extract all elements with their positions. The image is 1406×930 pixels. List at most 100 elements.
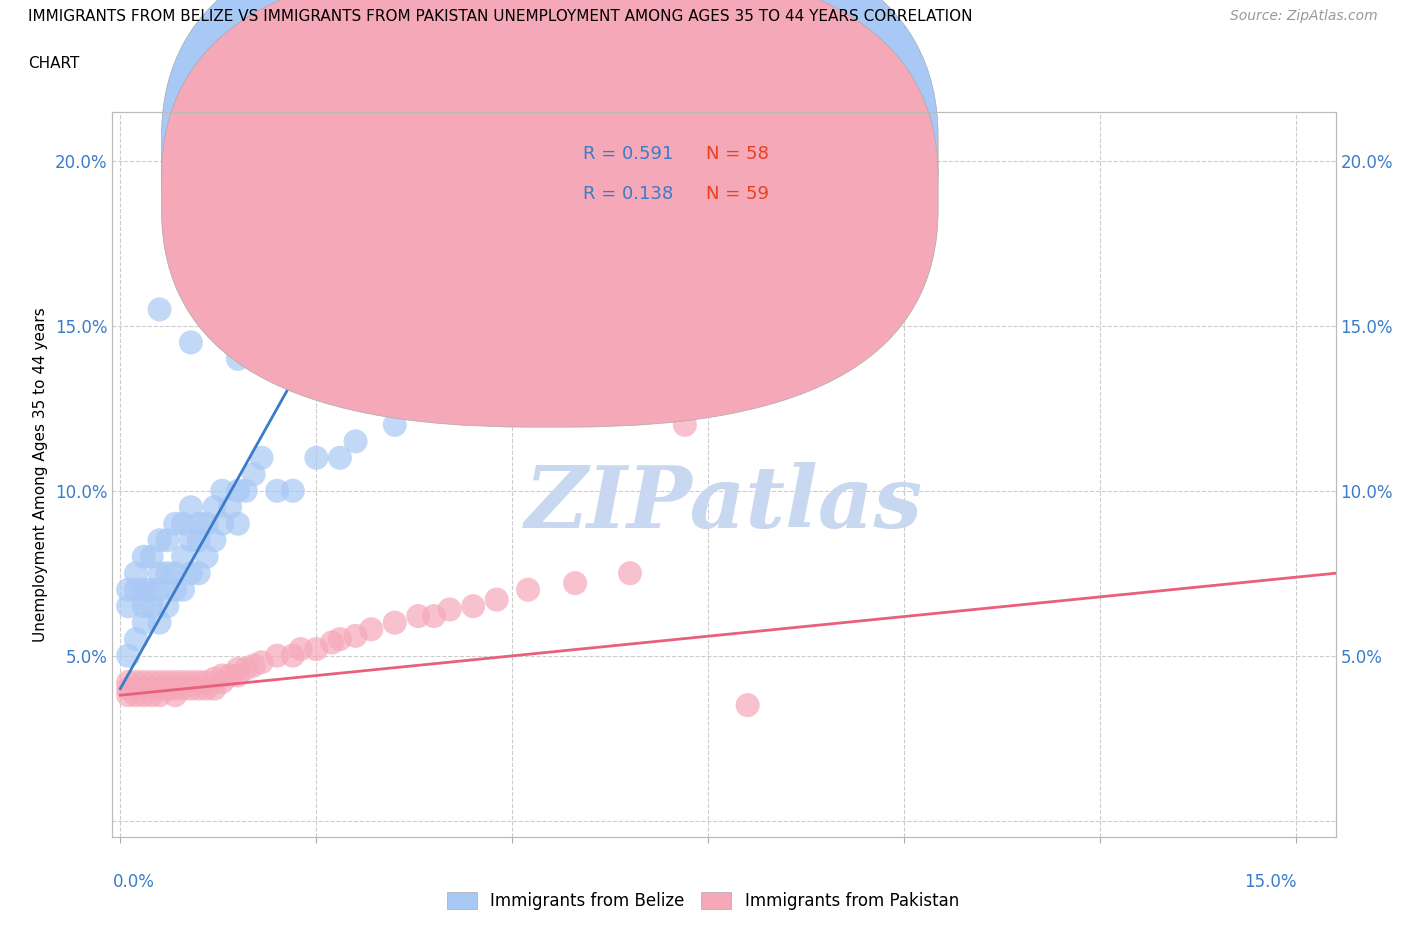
Point (305, 450, 328, 465)
Point (211, 516, 233, 531)
Point (125, 674, 148, 689)
Point (132, 674, 155, 689)
Point (132, 582, 155, 597)
Point (517, 582, 540, 597)
Point (195, 516, 218, 531)
Point (180, 499, 202, 514)
Point (132, 550, 155, 565)
Point (408, 608, 430, 623)
Point (148, 681, 170, 696)
Point (141, 582, 163, 597)
Point (165, 516, 187, 531)
Point (211, 674, 233, 689)
Point (329, 450, 352, 465)
Point (180, 674, 202, 689)
Text: R = 0.138: R = 0.138 (583, 184, 673, 203)
Point (204, 499, 226, 514)
Point (165, 674, 187, 689)
Point (344, 434, 367, 449)
Point (156, 599, 179, 614)
Text: 0.0%: 0.0% (112, 873, 155, 891)
Point (187, 674, 209, 689)
Point (117, 648, 139, 663)
Y-axis label: Unemployment Among Ages 35 to 44 years: Unemployment Among Ages 35 to 44 years (34, 307, 48, 642)
Point (132, 681, 155, 696)
Point (226, 661, 249, 676)
Point (125, 688, 148, 703)
Point (226, 516, 249, 531)
Point (344, 629, 367, 644)
Point (172, 674, 194, 689)
Point (125, 582, 148, 597)
Point (360, 622, 382, 637)
Point (117, 674, 139, 689)
Point (305, 642, 328, 657)
Point (187, 236, 209, 251)
Point (172, 582, 194, 597)
Point (165, 582, 187, 597)
Point (156, 565, 179, 580)
FancyBboxPatch shape (503, 119, 870, 235)
Text: R = 0.591: R = 0.591 (583, 145, 673, 163)
Point (148, 533, 170, 548)
Point (329, 631, 352, 646)
Point (187, 681, 209, 696)
Point (148, 302, 170, 317)
Point (180, 335, 202, 350)
Text: 15.0%: 15.0% (1244, 873, 1296, 891)
Point (423, 384, 446, 399)
Point (737, 698, 759, 712)
Point (132, 688, 155, 703)
Point (204, 671, 226, 686)
Text: IMMIGRANTS FROM BELIZE VS IMMIGRANTS FROM PAKISTAN UNEMPLOYMENT AMONG AGES 35 TO: IMMIGRANTS FROM BELIZE VS IMMIGRANTS FRO… (28, 9, 973, 24)
Point (117, 582, 139, 597)
Point (226, 484, 249, 498)
Point (165, 681, 187, 696)
Point (148, 681, 170, 696)
Point (281, 484, 304, 498)
Point (226, 352, 249, 366)
Point (463, 599, 485, 614)
Point (125, 631, 148, 646)
Point (384, 616, 406, 631)
Point (235, 661, 257, 676)
Point (423, 608, 446, 623)
Point (219, 668, 242, 683)
Point (156, 681, 179, 696)
Point (384, 418, 406, 432)
Point (132, 599, 155, 614)
Point (172, 516, 194, 531)
Point (172, 550, 194, 565)
Point (148, 674, 170, 689)
Point (439, 602, 461, 617)
Point (485, 592, 508, 607)
Point (329, 153, 352, 168)
Point (281, 648, 304, 663)
Point (321, 635, 343, 650)
Point (180, 565, 202, 580)
Point (125, 565, 148, 580)
Point (266, 648, 288, 663)
Point (187, 533, 209, 548)
Point (195, 550, 218, 565)
Point (250, 655, 273, 670)
Point (172, 681, 194, 696)
Text: N = 58: N = 58 (706, 145, 769, 163)
Point (204, 681, 226, 696)
FancyBboxPatch shape (162, 0, 938, 387)
Point (204, 533, 226, 548)
Point (180, 533, 202, 548)
Point (165, 688, 187, 703)
Point (211, 484, 233, 498)
Point (195, 681, 218, 696)
Point (156, 674, 179, 689)
Point (132, 681, 155, 696)
Text: CHART: CHART (28, 56, 80, 71)
Point (564, 576, 586, 591)
Point (235, 484, 257, 498)
Point (408, 401, 430, 416)
Point (125, 681, 148, 696)
Point (250, 450, 273, 465)
Point (117, 599, 139, 614)
Point (195, 674, 218, 689)
